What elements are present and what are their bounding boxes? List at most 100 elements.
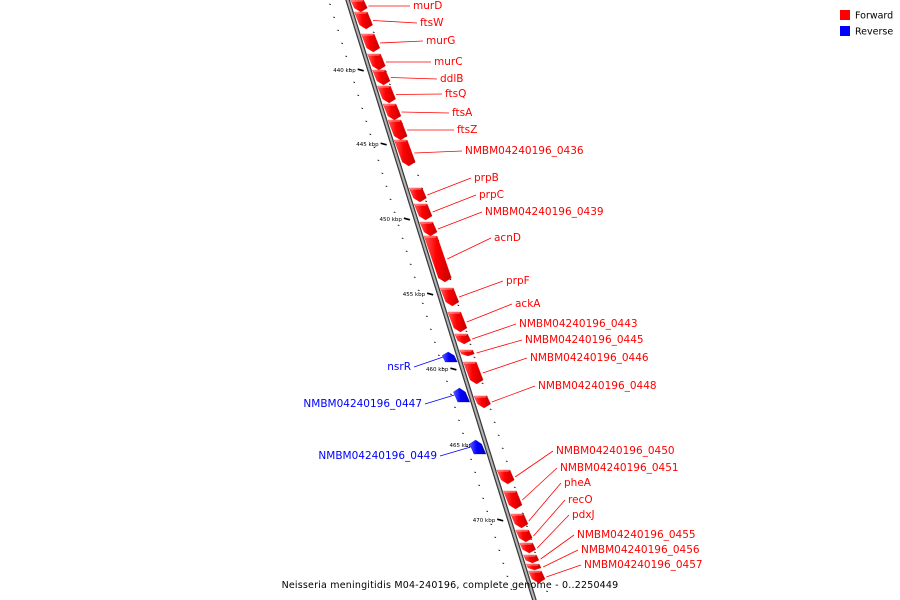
gene-label: NMBM04240196_0439 (485, 206, 604, 218)
gene-label: prpF (506, 275, 530, 287)
tick-label: 450 kbp (379, 217, 402, 223)
minor-tick (333, 16, 336, 19)
forward-gene (454, 333, 471, 345)
minor-tick (413, 276, 416, 279)
gene-label-group: acnD (447, 232, 521, 260)
minor-tick (389, 198, 392, 201)
minor-tick (506, 575, 509, 578)
minor-tick (481, 382, 484, 385)
gene-label-group: NMBM04240196_0455 (540, 529, 696, 560)
reverse-gene (453, 387, 470, 403)
gene-label-group: ftsA (401, 107, 473, 119)
reverse-gene (442, 351, 458, 363)
gene-label: ftsQ (445, 88, 466, 100)
minor-tick (502, 562, 505, 565)
gene-label: NMBM04240196_0445 (525, 334, 644, 346)
forward-gene (528, 570, 546, 584)
gene-label-group: NMBM04240196_0450 (514, 445, 675, 478)
gene-label-group: ackA (466, 298, 541, 323)
minor-tick (372, 31, 375, 34)
gene-label-group: NMBM04240196_0446 (482, 352, 649, 374)
minor-tick (388, 83, 391, 86)
minor-tick (377, 159, 380, 162)
major-tick (450, 367, 457, 371)
gene-label: ddlB (440, 73, 463, 85)
minor-tick (353, 81, 356, 84)
gene-label: NMBM04240196_0455 (577, 529, 696, 541)
tick-label: 455 kbp (403, 292, 426, 298)
forward-gene (419, 221, 438, 237)
minor-tick (349, 68, 352, 71)
minor-tick (490, 523, 493, 526)
gene-label-group: prpC (432, 189, 504, 213)
minor-tick (546, 590, 548, 593)
gene-label: NMBM04240196_0449 (318, 450, 437, 462)
gene-label-group: murG (379, 35, 455, 47)
minor-tick (401, 237, 404, 240)
minor-tick (478, 484, 481, 487)
major-tick (403, 217, 411, 221)
forward-gene (377, 85, 396, 104)
gene-label: ftsA (452, 107, 473, 119)
forward-gene (463, 361, 484, 385)
gene-label-group: NMBM04240196_0448 (491, 380, 657, 403)
minor-tick (429, 328, 432, 331)
forward-gene (350, 0, 368, 13)
minor-tick (493, 421, 496, 424)
gene-label-group: prpB (427, 172, 499, 196)
minor-tick (525, 525, 528, 528)
minor-tick (357, 94, 360, 97)
tick-label: 465 kbp (450, 443, 473, 449)
forward-gene (440, 287, 460, 307)
gene-label: prpC (479, 189, 504, 201)
gene-label-group: NMBM04240196_0445 (476, 334, 644, 354)
minor-tick (433, 341, 436, 344)
gene-label-group: recO (533, 494, 593, 537)
gene-label-group: murD (368, 0, 442, 12)
major-tick (357, 68, 364, 72)
forward-gene (382, 103, 402, 121)
minor-tick (486, 510, 489, 513)
minor-tick (437, 354, 440, 357)
gene-label-group: NMBM04240196_0436 (414, 145, 584, 157)
forward-gene (372, 69, 391, 86)
forward-gene (503, 490, 523, 510)
forward-gene (473, 395, 491, 409)
gene-label: NMBM04240196_0457 (584, 559, 703, 571)
gene-label: ackA (515, 298, 541, 310)
tick-layer: 440 kbp 445 kbp 450 kbp 455 kbp 460 kbp 465 k… (329, 3, 548, 593)
minor-tick (425, 315, 428, 318)
major-tick (380, 142, 387, 146)
forward-gene (496, 469, 515, 485)
gene-label-group: pheA (528, 477, 592, 522)
minor-tick (417, 174, 420, 177)
minor-tick (369, 133, 372, 136)
minor-tick (482, 497, 485, 500)
forward-gene (387, 119, 408, 141)
minor-tick (445, 380, 448, 383)
minor-tick (361, 107, 364, 110)
minor-tick (405, 250, 408, 253)
legend: Forward Reverse (840, 10, 893, 38)
tick-label: 440 kbp (333, 68, 356, 74)
legend-swatch-forward (840, 10, 850, 20)
minor-tick (409, 263, 412, 266)
minor-tick (381, 172, 384, 175)
minor-tick (373, 146, 376, 149)
gene-label: pdxJ (572, 509, 595, 521)
gene-label-group: NMBM04240196_0439 (437, 206, 604, 230)
gene-label-group: NMBM04240196_0449 (318, 446, 471, 462)
gene-label: murC (434, 56, 463, 68)
gene-label: NMBM04240196_0450 (556, 445, 675, 457)
forward-gene (515, 529, 533, 543)
gene-label: nsrR (387, 361, 411, 373)
minor-tick (462, 432, 464, 435)
gene-label-group: nsrR (387, 356, 444, 373)
gene-label-group: NMBM04240196_0447 (303, 394, 455, 410)
gene-label-group: NMBM04240196_0457 (546, 559, 703, 578)
minor-tick (533, 551, 536, 554)
gene-label-group: pdxJ (536, 509, 595, 549)
minor-tick (494, 536, 497, 539)
minor-tick (474, 471, 477, 474)
